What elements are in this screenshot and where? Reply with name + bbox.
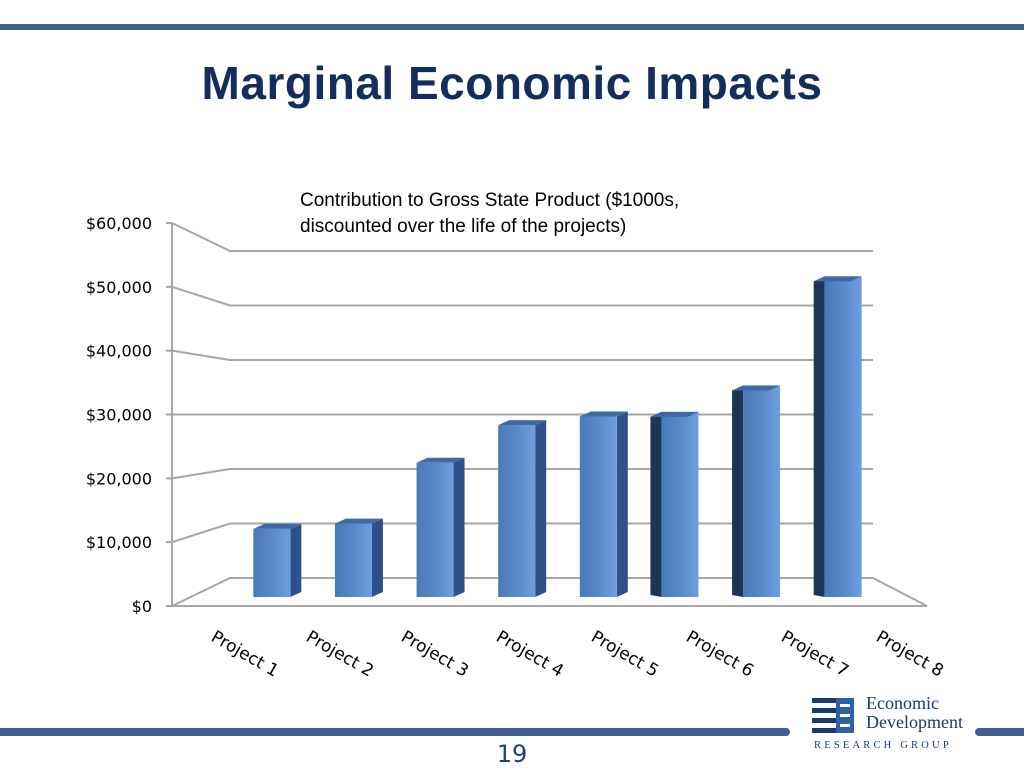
- bar-top: [813, 276, 862, 282]
- bar-top: [650, 411, 699, 417]
- bar-front: [334, 523, 372, 597]
- x-tick-label: Project 3: [398, 627, 472, 682]
- logo-line-1: Economic: [866, 693, 939, 713]
- y-tick-label: $60,000: [86, 214, 152, 233]
- x-tick-label: Project 1: [208, 627, 282, 682]
- logo-line-2: Development: [866, 712, 963, 732]
- bar-front: [661, 411, 699, 597]
- top-accent-bar: [0, 24, 1024, 30]
- x-tick-label: Project 7: [778, 627, 852, 682]
- bar-front: [498, 425, 536, 597]
- x-tick-label: Project 4: [493, 627, 567, 682]
- y-gridline: [171, 349, 873, 361]
- logo-mark-icon: [812, 698, 854, 733]
- bar-side: [616, 411, 628, 597]
- x-tick-label: Project 6: [683, 627, 757, 682]
- bar-top: [334, 518, 383, 524]
- x-tick-label: Project 2: [303, 627, 377, 682]
- chart-title: Contribution to Gross State Product ($10…: [300, 188, 820, 240]
- bar-side: [650, 411, 662, 597]
- chart-title-line-1: Contribution to Gross State Product ($10…: [300, 190, 680, 211]
- bar-front: [743, 385, 781, 597]
- axes: [166, 222, 928, 607]
- bar: [650, 411, 699, 597]
- y-gridline: [171, 285, 873, 307]
- company-logo: Economic Development RESEARCH GROUP: [812, 694, 972, 758]
- y-tick-label: $20,000: [86, 469, 152, 488]
- bar: [498, 420, 547, 597]
- y-tick-label: $0: [132, 597, 152, 616]
- x-axis: [172, 577, 928, 607]
- bar-side: [732, 385, 744, 597]
- bars: [253, 276, 862, 597]
- x-tick-label: Project 8: [873, 627, 947, 682]
- bar: [579, 411, 628, 597]
- bar-side: [813, 276, 825, 597]
- page-number: 19: [496, 740, 528, 768]
- bar-side: [453, 457, 465, 597]
- bar: [813, 276, 862, 597]
- bar: [732, 385, 781, 597]
- bar-side: [371, 518, 383, 597]
- bar-top: [732, 385, 781, 391]
- bar-top: [579, 411, 628, 417]
- logo-wordmark: Economic Development: [866, 694, 976, 732]
- bar-front: [579, 416, 617, 597]
- bar: [334, 518, 383, 597]
- bar-top: [253, 523, 302, 529]
- logo-tagline: RESEARCH GROUP: [814, 740, 952, 751]
- bar-front: [824, 276, 862, 597]
- slide-title: Marginal Economic Impacts: [201, 57, 823, 109]
- y-gridline: [171, 222, 873, 252]
- bar: [253, 523, 302, 597]
- bar-side: [535, 420, 547, 597]
- bottom-accent-bar-right: [975, 728, 1024, 736]
- bar-top: [416, 457, 465, 463]
- x-tick-label: Project 5: [588, 627, 662, 682]
- bar-front: [416, 462, 454, 597]
- y-tick-label: $10,000: [86, 533, 152, 552]
- bar: [416, 457, 465, 597]
- bar-front: [253, 528, 291, 597]
- chart-title-line-2: discounted over the life of the projects…: [300, 216, 627, 237]
- y-tick-label: $30,000: [86, 406, 152, 425]
- y-tick-label: $40,000: [86, 342, 152, 361]
- bottom-accent-bar-left: [0, 728, 790, 736]
- bar-top: [498, 420, 547, 426]
- y-tick-label: $50,000: [86, 278, 152, 297]
- bar-side: [290, 523, 302, 597]
